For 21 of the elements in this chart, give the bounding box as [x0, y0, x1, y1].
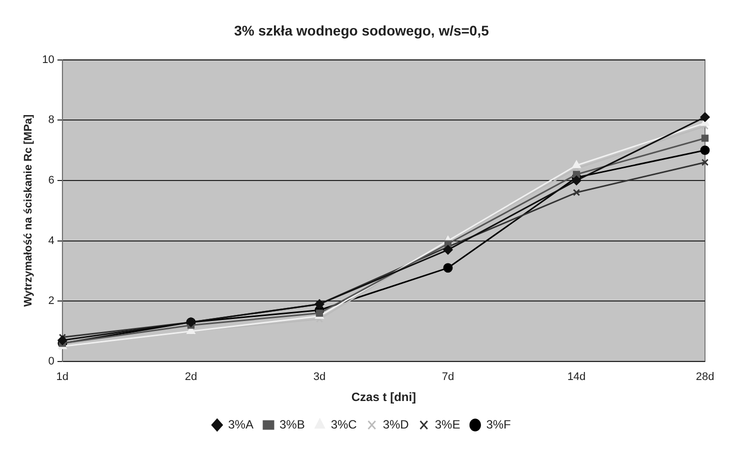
x-tick-label: 1d [56, 371, 69, 384]
legend-label: 3%D [382, 417, 410, 432]
y-axis-title: Wytrzymałość na ściskanie Rc [MPa] [22, 114, 35, 307]
x-tick-label: 14d [567, 371, 586, 384]
y-tick-label: 10 [42, 54, 54, 66]
y-tick-label: 4 [48, 234, 54, 247]
legend-label: 3%A [228, 417, 254, 432]
y-tick-label: 2 [48, 295, 54, 308]
x-tick-label: 3d [313, 371, 326, 384]
x-tick-label: 28d [696, 371, 714, 384]
chart-title: 3% szkła wodnego sodowego, w/s=0,5 [234, 22, 490, 38]
y-tick-label: 0 [48, 355, 54, 368]
legend-label: 3%F [486, 417, 511, 432]
y-tick-label: 8 [48, 114, 54, 126]
x-tick-label: 7d [442, 371, 454, 384]
y-tick-label: 6 [48, 174, 54, 186]
legend-label: 3%C [330, 417, 358, 432]
x-axis-title: Czas t [dni] [351, 390, 416, 404]
legend-label: 3%E [434, 417, 460, 432]
x-tick-label: 2d [184, 371, 198, 384]
legend-label: 3%B [279, 417, 305, 432]
